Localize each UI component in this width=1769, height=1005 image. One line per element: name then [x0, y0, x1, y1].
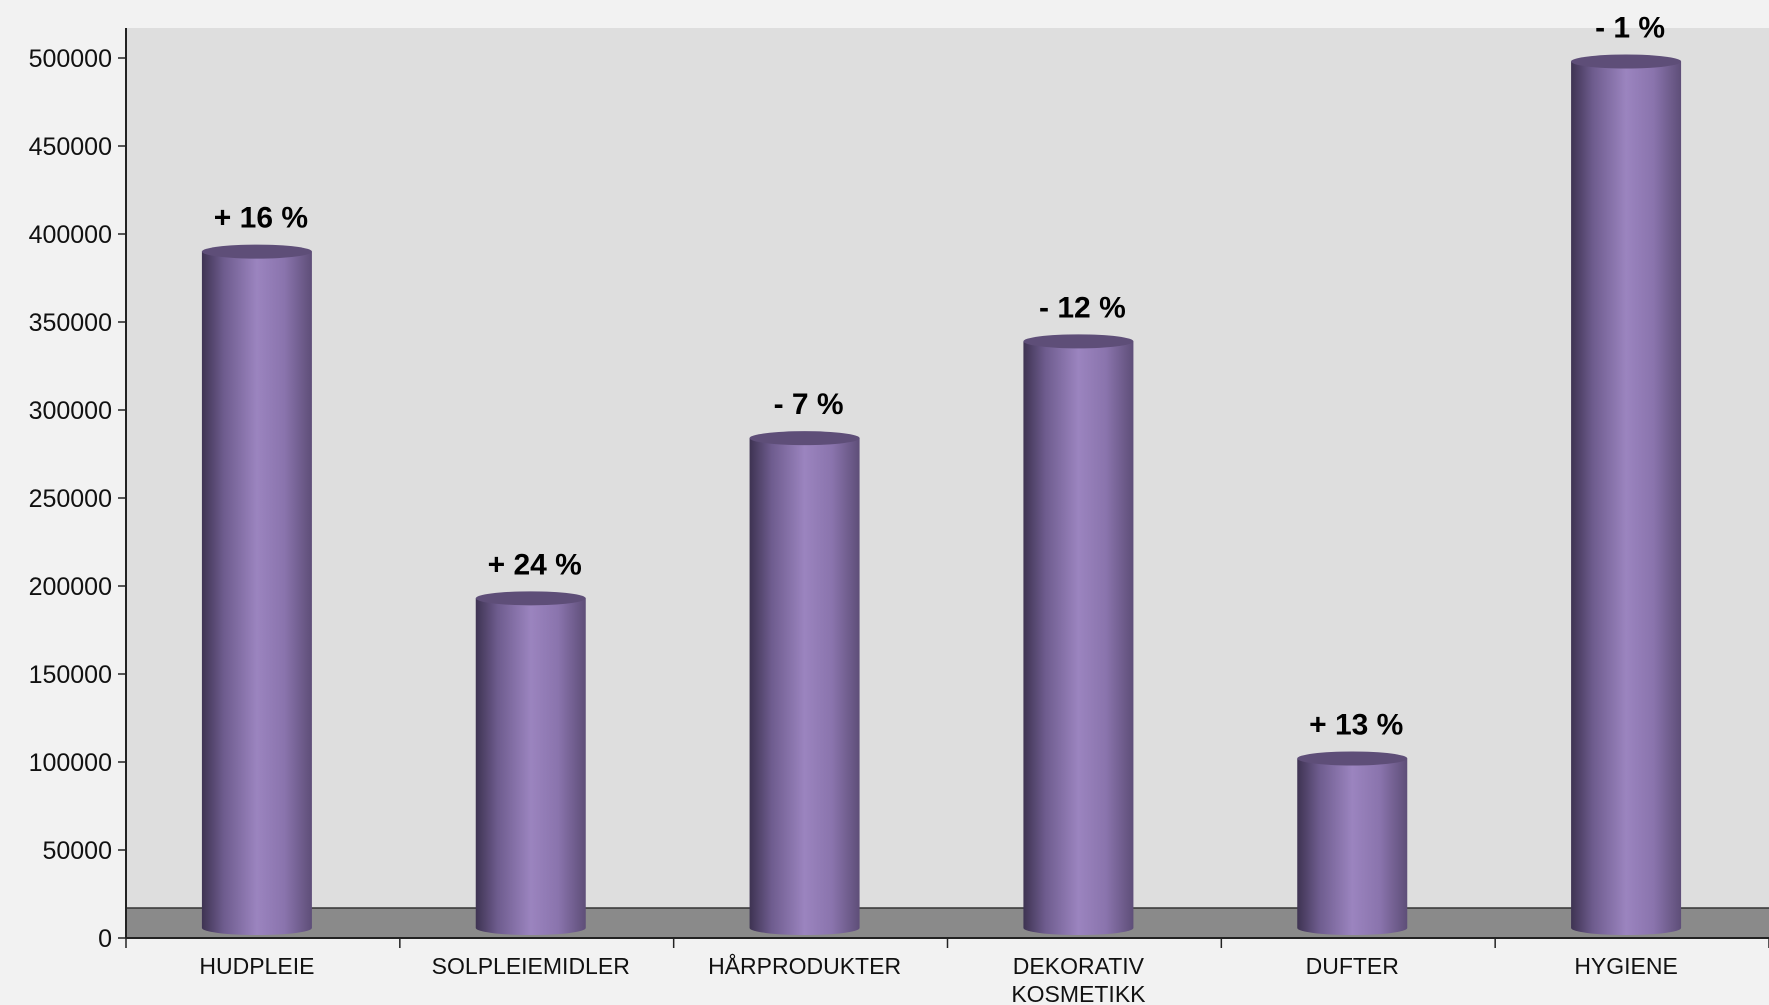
bar-4	[1023, 334, 1134, 935]
y-tick-label: 350000	[29, 309, 112, 337]
bar-top	[1571, 54, 1682, 69]
labels-layer: + 16 % HUDPLEIE + 24 % SOLPLEIEMIDLER - 7 % H…	[199, 12, 1677, 1005]
bar-6	[1571, 54, 1682, 936]
x-category-label-line: HUDPLEIE	[199, 953, 314, 979]
x-category-label-line: HYGIENE	[1574, 953, 1678, 979]
bar-1	[201, 244, 312, 935]
bars-layer	[201, 54, 1682, 936]
bar-body	[1023, 341, 1134, 935]
bar-top	[749, 431, 860, 446]
plot-area	[126, 28, 1769, 938]
bar-top	[1297, 751, 1408, 766]
x-category-label-line: KOSMETIKK	[1011, 981, 1146, 1005]
y-tick-label: 100000	[29, 749, 112, 777]
y-tick-label: 50000	[42, 837, 112, 865]
y-tick-label: 450000	[29, 133, 112, 161]
bar-top	[201, 244, 312, 259]
bar-body	[201, 251, 312, 935]
bar-top	[475, 591, 586, 606]
bar-3	[749, 431, 860, 936]
bar-body	[1571, 61, 1682, 936]
data-label: + 24 %	[488, 548, 582, 581]
bar-top	[1023, 334, 1134, 349]
x-category-label: DUFTER	[1306, 953, 1399, 979]
chart-floor	[126, 908, 1769, 938]
bar-2	[475, 591, 586, 936]
y-tick-label: 250000	[29, 485, 112, 513]
x-category-label-line: HÅRPRODUKTER	[708, 952, 901, 979]
data-label: + 13 %	[1309, 708, 1403, 741]
y-tick-label: 500000	[29, 45, 112, 73]
x-category-label: HYGIENE	[1574, 953, 1678, 979]
x-category-label: DEKORATIV KOSMETIKK	[1011, 953, 1146, 1005]
bar-5	[1297, 751, 1408, 936]
x-category-label: HUDPLEIE	[199, 953, 314, 979]
x-category-label-line: DUFTER	[1306, 953, 1399, 979]
plot-background-layer	[126, 28, 1769, 938]
bar-body	[749, 438, 860, 936]
y-tick-label: 400000	[29, 221, 112, 249]
x-category-label: SOLPLEIEMIDLER	[432, 953, 630, 979]
data-label: - 1 %	[1595, 12, 1665, 45]
axes-layer: 0 50000 100000 150000 200000 250000 300000 3500…	[29, 28, 1769, 953]
data-label: - 7 %	[774, 388, 844, 421]
bar-body	[1297, 758, 1408, 936]
y-tick-label: 200000	[29, 573, 112, 601]
y-tick-label: 150000	[29, 661, 112, 689]
x-category-label-line: DEKORATIV	[1013, 953, 1145, 979]
y-tick-label: 0	[98, 925, 112, 953]
bar-body	[475, 598, 586, 936]
data-label: - 12 %	[1039, 291, 1126, 324]
x-category-label: HÅRPRODUKTER	[708, 952, 901, 979]
y-tick-label: 300000	[29, 397, 112, 425]
data-label: + 16 %	[214, 202, 308, 235]
x-category-label-line: SOLPLEIEMIDLER	[432, 953, 630, 979]
